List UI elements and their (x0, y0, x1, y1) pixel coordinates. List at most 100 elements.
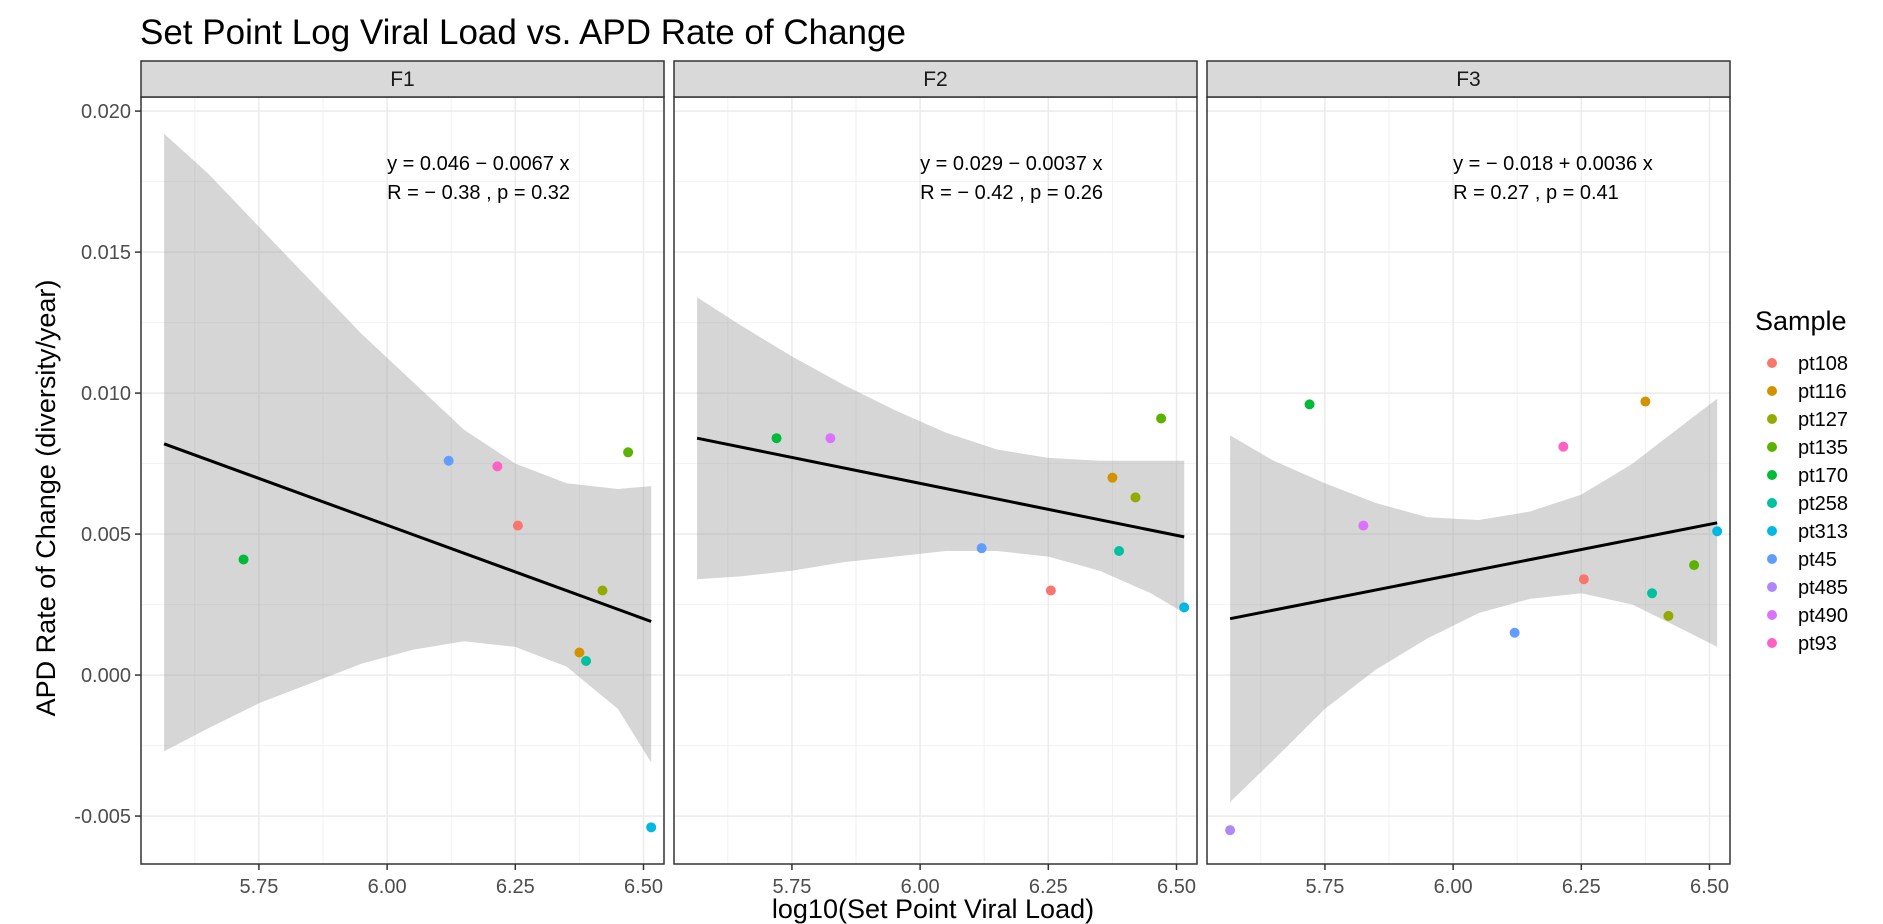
correlation-stats: R = 0.27 , p = 0.41 (1453, 182, 1619, 204)
legend-label: pt485 (1798, 577, 1848, 599)
x-axis-title: log10(Set Point Viral Load) (772, 894, 1094, 924)
x-tick-label: 6.50 (624, 876, 663, 898)
x-tick-label: 6.25 (1029, 876, 1068, 898)
data-point-pt170 (1304, 399, 1315, 410)
data-point-pt258 (581, 655, 592, 666)
data-point-pt258 (1647, 588, 1658, 599)
data-point-pt313 (1712, 526, 1723, 537)
facet-strip (673, 60, 1198, 98)
y-tick-label: 0.005 (81, 524, 131, 546)
x-tick-label: 5.75 (772, 876, 811, 898)
data-point-pt45 (976, 543, 987, 554)
legend-item-pt93: pt93 (1767, 633, 1837, 655)
data-point-pt45 (1509, 627, 1520, 638)
regression-line (1229, 521, 1718, 621)
legend-item-pt116: pt116 (1767, 381, 1847, 403)
y-tick-label: 0.020 (81, 101, 131, 123)
facet-panels: y = 0.046 − 0.0067 x R = − 0.38 , p = 0.3… (74, 60, 1731, 898)
x-tick-label: 6.00 (368, 876, 407, 898)
x-tick-label: 5.75 (239, 876, 278, 898)
legend-item-pt127: pt127 (1767, 409, 1848, 431)
legend-label: pt45 (1798, 549, 1837, 571)
data-point-pt490 (825, 433, 836, 444)
x-tick-label: 6.00 (901, 876, 940, 898)
data-point-pt93 (492, 461, 503, 472)
legend-label: pt135 (1798, 437, 1848, 459)
legend-swatch (1767, 554, 1777, 564)
regression-line (163, 442, 652, 623)
data-point-pt170 (238, 554, 249, 565)
data-point-pt313 (1179, 602, 1190, 613)
legend: Sample pt108 pt116 pt127 pt135 pt170 pt258 pt3… (1755, 306, 1848, 655)
legend-label: pt93 (1798, 633, 1837, 655)
confidence-band (1230, 398, 1718, 802)
legend-swatch (1767, 638, 1777, 648)
data-point-pt127 (597, 585, 608, 596)
legend-swatch (1767, 442, 1777, 452)
data-point-pt93 (1558, 441, 1569, 452)
legend-label: pt170 (1798, 465, 1848, 487)
facet-strip (1206, 60, 1731, 98)
legend-item-pt170: pt170 (1767, 465, 1848, 487)
facet-label: F2 (923, 68, 948, 91)
legend-item-pt313: pt313 (1767, 521, 1848, 543)
x-tick-label: 6.25 (1562, 876, 1601, 898)
confidence-band (697, 297, 1185, 613)
data-point-pt490 (1358, 520, 1369, 531)
data-point-pt135 (623, 447, 634, 458)
legend-label: pt490 (1798, 605, 1848, 627)
panel-f3: y = − 0.018 + 0.0036 x R = 0.27 , p = 0.4… (1206, 60, 1731, 898)
x-tick-label: 6.00 (1434, 876, 1473, 898)
x-tick-label: 5.75 (1305, 876, 1344, 898)
legend-swatch (1767, 526, 1777, 536)
x-tick-label: 6.25 (496, 876, 535, 898)
legend-swatch (1767, 358, 1777, 368)
legend-label: pt313 (1798, 521, 1848, 543)
legend-item-pt135: pt135 (1767, 437, 1848, 459)
panel-background (141, 97, 664, 864)
legend-item-pt485: pt485 (1767, 577, 1848, 599)
legend-swatch (1767, 470, 1777, 480)
y-tick-label: -0.005 (74, 806, 131, 828)
panel-f1: y = 0.046 − 0.0067 x R = − 0.38 , p = 0.3… (74, 60, 665, 898)
panel-f2: y = 0.029 − 0.0037 x R = − 0.42 , p = 0.2… (673, 60, 1198, 898)
data-point-pt116 (1107, 472, 1118, 483)
confidence-band (164, 133, 652, 763)
legend-item-pt490: pt490 (1767, 605, 1848, 627)
y-tick-label: 0.010 (81, 383, 131, 405)
regression-equation: y = − 0.018 + 0.0036 x (1453, 153, 1653, 175)
legend-label: pt116 (1798, 381, 1847, 403)
y-tick-label: 0.000 (81, 665, 131, 687)
data-point-pt313 (646, 822, 657, 833)
chart-title: Set Point Log Viral Load vs. APD Rate of… (140, 13, 906, 52)
y-tick-label: 0.015 (81, 242, 131, 264)
legend-swatch (1767, 498, 1777, 508)
data-point-pt108 (1578, 574, 1589, 585)
data-point-pt108 (512, 520, 523, 531)
legend-item-pt45: pt45 (1767, 549, 1837, 571)
x-tick-label: 6.50 (1157, 876, 1196, 898)
data-point-pt170 (771, 433, 782, 444)
regression-equation: y = 0.046 − 0.0067 x (387, 153, 569, 175)
legend-item-pt258: pt258 (1767, 493, 1848, 515)
legend-label: pt108 (1798, 353, 1848, 375)
y-axis-title: APD Rate of Change (diversity/year) (31, 280, 61, 717)
legend-items: pt108 pt116 pt127 pt135 pt170 pt258 pt313 pt45 p… (1767, 353, 1848, 655)
data-point-pt135 (1689, 560, 1700, 571)
data-point-pt127 (1130, 492, 1141, 503)
data-point-pt116 (1640, 396, 1651, 407)
data-point-pt45 (443, 455, 454, 466)
facet-label: F1 (390, 68, 415, 91)
legend-swatch (1767, 386, 1777, 396)
legend-item-pt108: pt108 (1767, 353, 1848, 375)
data-point-pt485 (1225, 825, 1236, 836)
legend-title: Sample (1755, 306, 1847, 336)
legend-label: pt127 (1798, 409, 1848, 431)
data-point-pt116 (574, 647, 585, 658)
data-point-pt108 (1045, 585, 1056, 596)
legend-swatch (1767, 610, 1777, 620)
legend-swatch (1767, 582, 1777, 592)
legend-label: pt258 (1798, 493, 1848, 515)
correlation-stats: R = − 0.38 , p = 0.32 (387, 182, 570, 204)
